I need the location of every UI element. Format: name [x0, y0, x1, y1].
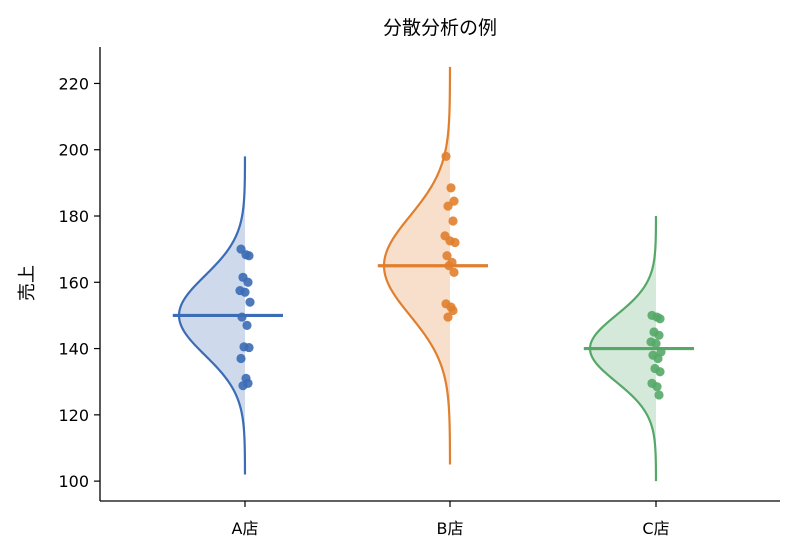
data-point [243, 277, 253, 287]
y-tick-label: 100 [58, 472, 89, 491]
data-point [448, 305, 458, 316]
y-tick-label: 200 [58, 141, 89, 160]
data-point [449, 267, 459, 277]
data-point [654, 390, 664, 400]
data-point [238, 381, 248, 391]
data-point [651, 338, 661, 349]
x-tick-label: C店 [642, 519, 669, 538]
data-point [442, 251, 452, 261]
y-axis-label: 売上 [17, 265, 38, 301]
data-point [240, 287, 250, 297]
data-point [652, 382, 662, 392]
data-point [654, 330, 664, 340]
plot-area: 100 120 140 160 180 200 220 A店 B店 C店 [58, 47, 780, 538]
data-point [443, 312, 453, 322]
data-point [244, 251, 254, 261]
data-point [245, 297, 255, 307]
y-tick-label: 160 [58, 273, 89, 292]
y-tick-label: 120 [58, 406, 89, 425]
data-point [653, 353, 663, 364]
y-tick-label: 140 [58, 340, 89, 359]
data-point [448, 216, 458, 226]
data-point [446, 183, 456, 193]
data-point [655, 367, 665, 377]
data-point [443, 201, 453, 211]
x-tick-label: B店 [437, 519, 464, 538]
y-tick-label: 180 [58, 207, 89, 226]
data-point [244, 342, 254, 353]
data-point [655, 314, 665, 324]
y-tick-label: 220 [58, 74, 89, 93]
x-tick-label: A店 [232, 519, 259, 538]
chart-title: 分散分析の例 [383, 17, 497, 39]
data-point [441, 151, 451, 161]
data-point [236, 353, 246, 364]
data-point [242, 320, 252, 330]
data-point [450, 237, 460, 248]
